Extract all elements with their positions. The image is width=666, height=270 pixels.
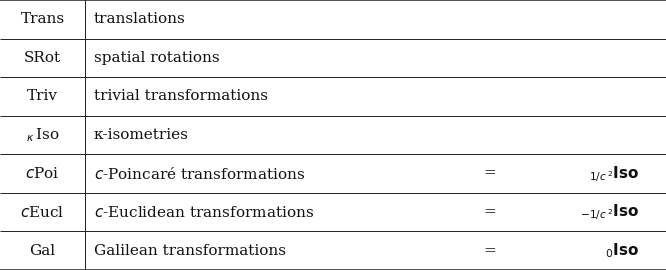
Text: Gal: Gal xyxy=(29,244,56,258)
Text: trivial transformations: trivial transformations xyxy=(94,89,268,103)
Text: spatial rotations: spatial rotations xyxy=(94,51,220,65)
Text: $_{1/c^{\,2}}$$\mathbf{Iso}$: $_{1/c^{\,2}}$$\mathbf{Iso}$ xyxy=(589,164,639,184)
Text: Triv: Triv xyxy=(27,89,58,103)
Text: =: = xyxy=(483,205,496,219)
Text: Trans: Trans xyxy=(21,12,65,26)
Text: =: = xyxy=(483,167,496,181)
Text: $c$Poi: $c$Poi xyxy=(25,166,60,181)
Text: Galilean transformations: Galilean transformations xyxy=(94,244,286,258)
Text: $_\kappa\,$Iso: $_\kappa\,$Iso xyxy=(26,126,59,144)
Text: $_{-1/c^{\,2}}$$\mathbf{Iso}$: $_{-1/c^{\,2}}$$\mathbf{Iso}$ xyxy=(580,202,639,222)
Text: κ-isometries: κ-isometries xyxy=(94,128,188,142)
Text: $_{0}$$\mathbf{Iso}$: $_{0}$$\mathbf{Iso}$ xyxy=(605,241,639,260)
Text: translations: translations xyxy=(94,12,186,26)
Text: $c$-Poincaré transformations: $c$-Poincaré transformations xyxy=(94,166,305,181)
Text: =: = xyxy=(483,244,496,258)
Text: $c$-Euclidean transformations: $c$-Euclidean transformations xyxy=(94,205,314,220)
Text: $c$Eucl: $c$Eucl xyxy=(21,205,65,220)
Text: SRot: SRot xyxy=(24,51,61,65)
